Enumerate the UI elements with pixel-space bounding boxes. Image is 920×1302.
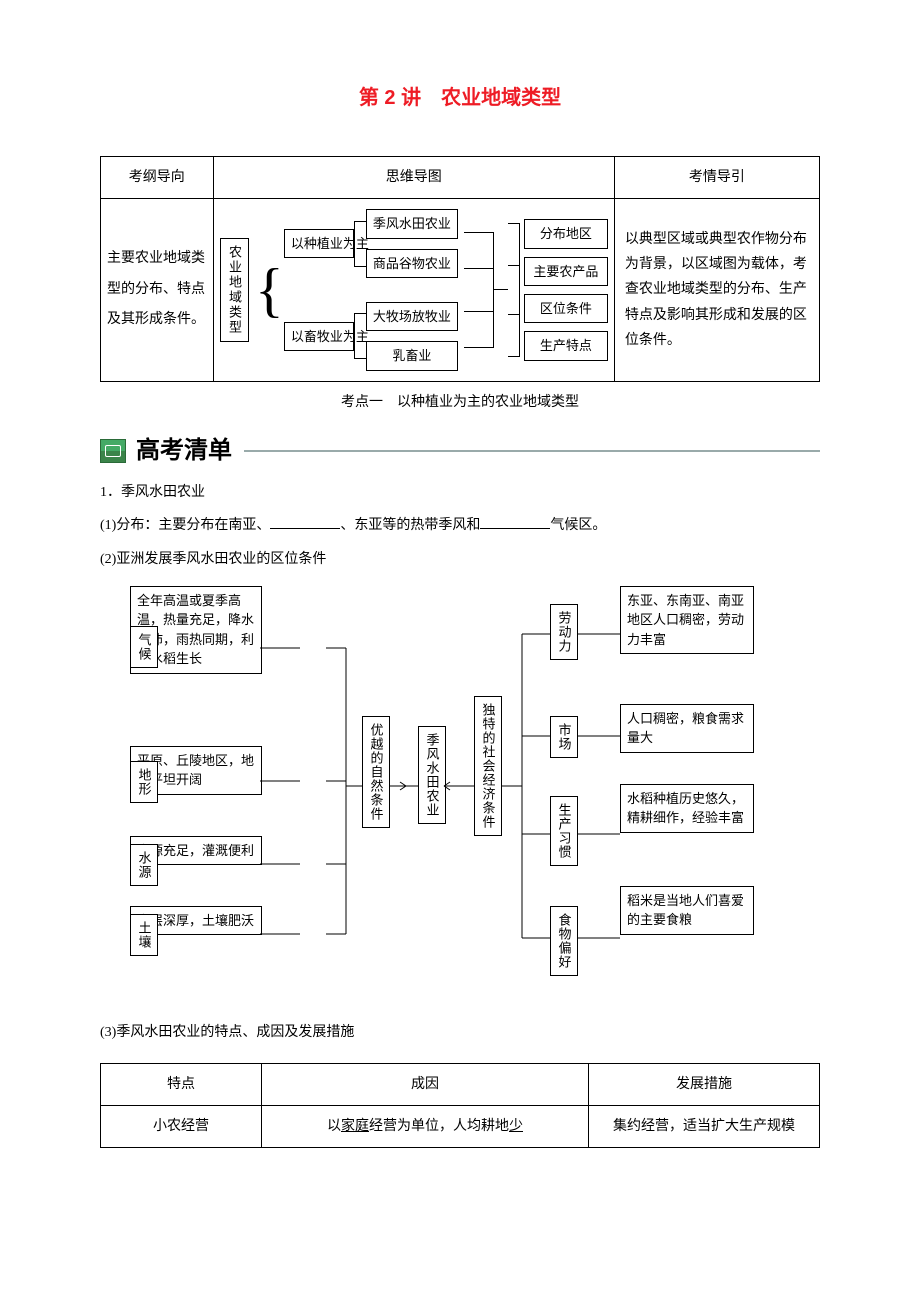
item1-p1-a: (1)分布：主要分布在南亚、 <box>100 518 270 533</box>
habit-node: 生产习惯 <box>550 796 578 866</box>
market-node: 市场 <box>550 716 578 758</box>
brace-icon: { <box>255 260 284 320</box>
row1-feature: 小农经营 <box>101 1106 262 1148</box>
th-cause: 成因 <box>262 1063 589 1105</box>
outline-col1-body: 主要农业地域类型的分布、特点及其形成条件。 <box>101 199 214 382</box>
socio-cond-node: 独特的社会经济条件 <box>474 696 502 836</box>
row1-cause-b: 经营为单位，人均耕地 <box>369 1119 509 1134</box>
branch-planting: 以种植业为主 <box>284 229 354 258</box>
right-products: 主要农产品 <box>524 257 608 286</box>
item1-p3: (3)季风水田农业的特点、成因及发展措施 <box>100 1020 820 1045</box>
leaf-ranching: 大牧场放牧业 <box>366 302 458 331</box>
item1-p1-b: 、东亚等的热带季风和 <box>340 518 480 533</box>
item1-p1: (1)分布：主要分布在南亚、 、东亚等的热带季风和 气候区。 <box>100 513 820 538</box>
item1-title: 1．季风水田农业 <box>100 480 820 505</box>
water-node: 水源 <box>130 844 158 886</box>
outline-col3-body: 以典型区域或典型农作物分布为背景，以区域图为载体，考查农业地域类型的分布、生产特… <box>614 199 819 382</box>
page-title: 第 2 讲 农业地域类型 <box>100 80 820 116</box>
row1-cause-a: 以 <box>327 1119 341 1134</box>
sub-caption: 考点一 以种植业为主的农业地域类型 <box>100 390 820 415</box>
row1-measure: 集约经营，适当扩大生产规模 <box>589 1106 820 1148</box>
header-col3: 考情导引 <box>614 157 819 199</box>
center-node: 季风水田农业 <box>418 726 446 824</box>
soil-node: 土壤 <box>130 914 158 956</box>
right-location: 区位条件 <box>524 294 608 323</box>
terrain-node: 地形 <box>130 761 158 803</box>
leaf-dairy: 乳畜业 <box>366 341 458 370</box>
blank-1[interactable] <box>270 514 340 529</box>
header-col1: 考纲导向 <box>101 157 214 199</box>
market-desc: 人口稠密，粮食需求量大 <box>620 704 754 753</box>
branch-livestock: 以畜牧业为主 <box>284 322 354 351</box>
th-measure: 发展措施 <box>589 1063 820 1105</box>
section-title: 高考清单 <box>136 429 232 472</box>
outline-table: 考纲导向 思维导图 考情导引 主要农业地域类型的分布、特点及其形成条件。 农业地… <box>100 156 820 382</box>
pref-node: 食物偏好 <box>550 906 578 976</box>
features-table: 特点 成因 发展措施 小农经营 以家庭经营为单位，人均耕地少 集约经营，适当扩大… <box>100 1063 820 1148</box>
th-feature: 特点 <box>101 1063 262 1105</box>
item1-p2: (2)亚洲发展季风水田农业的区位条件 <box>100 547 820 572</box>
row1-cause: 以家庭经营为单位，人均耕地少 <box>262 1106 589 1148</box>
row1-cause-u2: 少 <box>509 1119 523 1134</box>
blank-2[interactable] <box>480 514 550 529</box>
natural-cond-node: 优越的自然条件 <box>362 716 390 828</box>
labor-desc: 东亚、东南亚、南亚地区人口稠密，劳动力丰富 <box>620 586 754 655</box>
header-col2: 思维导图 <box>213 157 614 199</box>
mindmap-root: 农业地域类型 <box>220 238 249 342</box>
habit-desc: 水稻种植历史悠久，精耕细作，经验丰富 <box>620 784 754 833</box>
labor-node: 劳动力 <box>550 604 578 660</box>
section-rule <box>244 450 820 452</box>
climate-node: 气候 <box>130 626 158 668</box>
checklist-icon <box>100 439 126 463</box>
pref-desc: 稻米是当地人们喜爱的主要食粮 <box>620 886 754 935</box>
outline-mindmap: 农业地域类型 { 以种植业为主 季风水田农业 商品谷物农业 <box>213 199 614 382</box>
right-dist: 分布地区 <box>524 219 608 248</box>
leaf-monsoon-rice: 季风水田农业 <box>366 209 458 238</box>
item1-p1-c: 气候区。 <box>550 518 606 533</box>
row1-cause-u1: 家庭 <box>341 1119 369 1134</box>
right-features: 生产特点 <box>524 331 608 360</box>
location-factors-diagram: 全年高温或夏季高温，热量充足，降水丰沛，雨热同期，利于水稻生长 平原、丘陵地区，… <box>120 586 820 1006</box>
leaf-commercial-grain: 商品谷物农业 <box>366 249 458 278</box>
section-header: 高考清单 <box>100 429 820 472</box>
